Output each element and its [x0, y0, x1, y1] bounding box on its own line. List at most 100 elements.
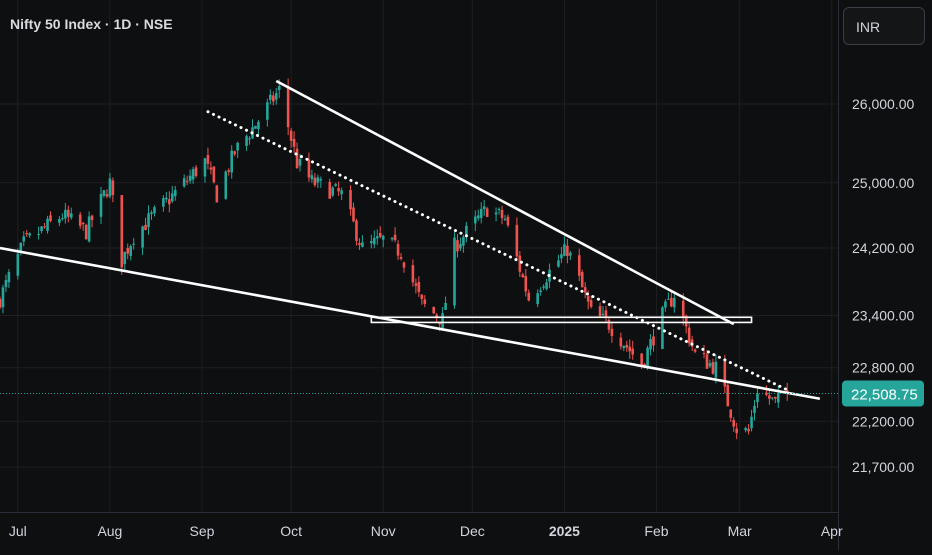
- candle: [372, 230, 376, 249]
- candle: [771, 397, 774, 401]
- candle: [105, 189, 109, 199]
- candle: [631, 340, 635, 360]
- candle: [313, 172, 317, 187]
- candle: [756, 386, 759, 408]
- candle: [735, 422, 738, 440]
- candle: [150, 210, 153, 220]
- x-tick-label: Dec: [460, 523, 485, 539]
- price-axis[interactable]: 21,700.00 22,200.00 22,800.00 23,400.00 24,2…: [842, 96, 924, 475]
- candle: [16, 248, 20, 280]
- candle: [61, 213, 64, 221]
- x-tick-label: Aug: [97, 523, 122, 539]
- candle: [456, 234, 459, 258]
- candle: [46, 215, 49, 234]
- support-zone-box[interactable]: [370, 316, 753, 324]
- candle: [607, 316, 611, 334]
- upper-resistance-line[interactable]: [275, 79, 735, 326]
- currency-button[interactable]: INR: [843, 7, 925, 45]
- dotted-midline[interactable]: [206, 110, 789, 392]
- candle: [316, 174, 320, 189]
- candle: [417, 276, 421, 297]
- candle: [432, 306, 436, 314]
- candle: [402, 261, 406, 273]
- candle: [141, 225, 144, 255]
- candle: [566, 238, 569, 264]
- candle: [84, 223, 88, 240]
- candle: [64, 202, 67, 224]
- candle: [664, 299, 667, 312]
- candle: [747, 423, 750, 435]
- candle: [435, 312, 438, 324]
- last-price-label: 22,508.75: [851, 387, 918, 404]
- candle: [126, 243, 130, 260]
- candle: [40, 225, 43, 234]
- candle: [251, 119, 254, 140]
- candle: [328, 178, 332, 199]
- candle: [295, 142, 299, 169]
- candle: [188, 169, 192, 184]
- candle: [1, 284, 5, 314]
- candle: [476, 209, 480, 221]
- candle: [182, 174, 186, 188]
- candle: [667, 292, 670, 300]
- candle: [619, 332, 623, 350]
- candle: [459, 237, 462, 252]
- candle: [331, 186, 335, 198]
- candle: [111, 177, 115, 203]
- candle: [396, 240, 400, 261]
- candle: [601, 306, 605, 318]
- candle: [545, 278, 548, 291]
- candle: [355, 218, 358, 246]
- candle: [49, 211, 52, 223]
- candle: [589, 295, 593, 309]
- y-tick-label: 25,000.00: [852, 175, 914, 191]
- candle: [212, 166, 216, 184]
- candle: [25, 230, 29, 237]
- candle: [390, 237, 394, 242]
- candle: [482, 199, 486, 216]
- candle: [310, 169, 314, 183]
- y-tick-label: 26,000.00: [852, 96, 914, 112]
- candle: [209, 161, 213, 175]
- candle: [248, 136, 251, 145]
- candle: [750, 409, 753, 432]
- candle: [289, 127, 293, 148]
- candle: [527, 289, 531, 302]
- candle: [319, 176, 323, 188]
- candle: [165, 191, 168, 203]
- candle: [381, 234, 385, 248]
- candle: [563, 236, 566, 257]
- candle: [378, 226, 382, 239]
- candle: [7, 269, 11, 288]
- x-tick-label: Oct: [280, 523, 302, 539]
- candle: [194, 165, 198, 178]
- candle: [352, 202, 355, 223]
- lower-support-line[interactable]: [0, 246, 821, 401]
- candle: [479, 202, 483, 224]
- candle: [473, 210, 477, 232]
- candle: [557, 254, 560, 268]
- candle: [4, 274, 8, 293]
- candle: [518, 250, 522, 277]
- candle: [732, 417, 736, 432]
- time-axis[interactable]: Jul Aug Sep Oct Nov Dec 2025 Feb Mar Apr: [9, 523, 843, 539]
- candle: [102, 190, 106, 198]
- candle: [711, 358, 715, 375]
- candle: [610, 322, 614, 343]
- candle: [661, 305, 664, 350]
- candle: [652, 329, 655, 352]
- candle: [358, 238, 361, 250]
- candle: [37, 226, 40, 240]
- candle: [266, 98, 269, 127]
- candle: [292, 131, 296, 154]
- x-tick-label: Jul: [9, 523, 27, 539]
- candle: [245, 134, 248, 151]
- candle: [90, 214, 94, 228]
- candle: [337, 181, 340, 197]
- candle: [269, 89, 272, 105]
- candle: [580, 269, 584, 288]
- candle: [206, 147, 210, 170]
- candle: [753, 399, 756, 421]
